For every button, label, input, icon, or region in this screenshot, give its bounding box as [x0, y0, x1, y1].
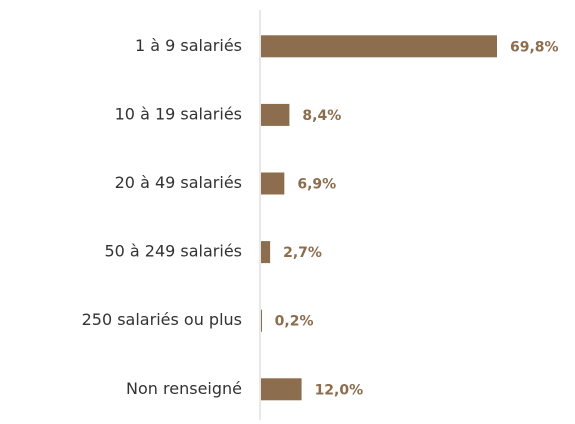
value-label: 69,8% [510, 39, 559, 55]
value-label: 2,7% [283, 245, 322, 261]
value-label: 6,9% [297, 177, 336, 193]
bar [261, 378, 302, 401]
category-label: 10 à 19 salariés [115, 104, 242, 123]
category-label: 250 salariés ou plus [82, 310, 242, 329]
bar [261, 35, 497, 58]
bar [261, 241, 271, 264]
value-label: 12,0% [315, 382, 364, 398]
category-label: 1 à 9 salariés [135, 36, 242, 55]
bar [261, 172, 285, 195]
value-label: 8,4% [302, 108, 341, 124]
category-label: 20 à 49 salariés [115, 173, 242, 192]
category-label: 50 à 249 salariés [104, 242, 242, 261]
category-label: Non renseigné [126, 379, 242, 398]
bar [261, 309, 262, 332]
bar [261, 103, 290, 126]
value-label: 0,2% [275, 314, 314, 330]
